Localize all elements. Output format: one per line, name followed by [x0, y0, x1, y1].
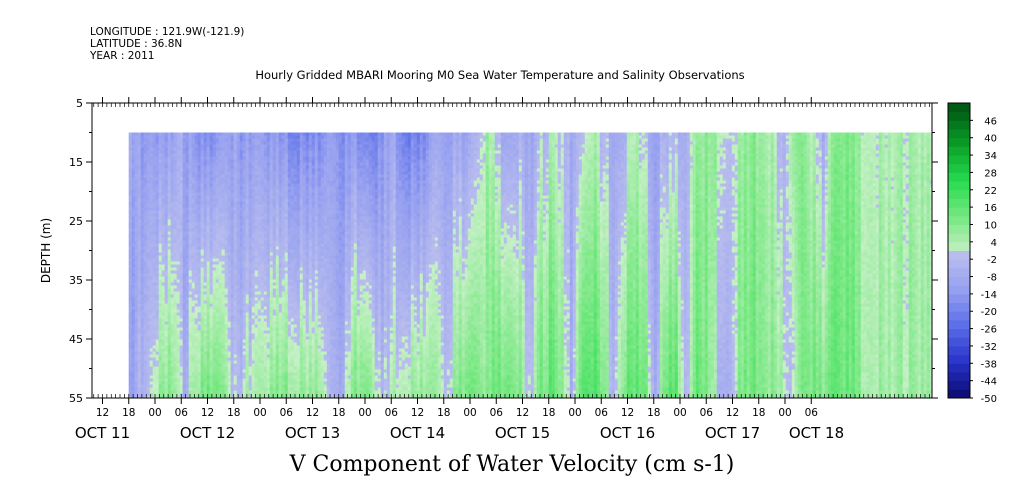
- heatmap: [129, 133, 934, 401]
